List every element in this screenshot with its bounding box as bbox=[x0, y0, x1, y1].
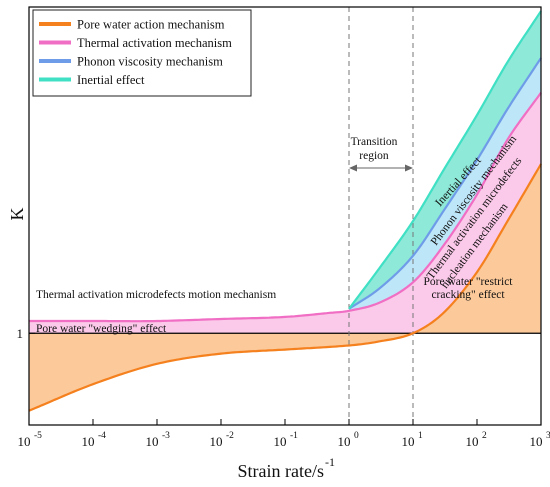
legend-label: Inertial effect bbox=[77, 73, 145, 87]
x-tick-label: 10 bbox=[530, 434, 543, 449]
series-line-thermal-activation bbox=[29, 91, 542, 323]
legend-label: Phonon viscosity mechanism bbox=[77, 55, 223, 69]
x-tick-label-exponent: 3 bbox=[546, 431, 550, 441]
x-tick-label: 10 bbox=[18, 434, 31, 449]
annotation-restrict-cracking-1: Pore water "restrict bbox=[424, 276, 514, 288]
x-tick-label: 10 bbox=[402, 434, 415, 449]
x-axis-title: Strain rate/s bbox=[238, 461, 324, 481]
x-tick-label-exponent: 2 bbox=[482, 431, 487, 441]
y-axis-title: K bbox=[7, 208, 27, 221]
legend-items: Pore water action mechanism Thermal activ… bbox=[39, 18, 232, 87]
series-line-inertial-effect bbox=[348, 10, 542, 310]
transition-arrow-head-right bbox=[405, 164, 413, 172]
annotation-thermal-motion: Thermal activation microdefects motion m… bbox=[36, 289, 276, 301]
series-line-phonon-viscosity bbox=[348, 57, 542, 310]
pore-water-region-fill bbox=[29, 164, 541, 411]
transition-region-label-2: region bbox=[359, 150, 389, 162]
x-tick-label: 10 bbox=[338, 434, 351, 449]
x-tick-label: 10 bbox=[146, 434, 159, 449]
y-axis-ticks: 1 bbox=[17, 326, 35, 341]
x-tick-label: 10 bbox=[210, 434, 223, 449]
x-tick-label-exponent: -1 bbox=[290, 431, 298, 441]
x-axis-ticks: 10 -5 10 -4 10 -3 10 -2 10 -1 10 0 10 1 10 2 10 3 bbox=[18, 419, 550, 449]
x-tick-label-exponent: -2 bbox=[226, 431, 234, 441]
annotation-wedging: Pore water "wedging" effect bbox=[36, 323, 167, 335]
legend-label: Pore water action mechanism bbox=[77, 18, 225, 32]
x-tick-label: 10 bbox=[466, 434, 479, 449]
y-tick-label: 1 bbox=[17, 326, 24, 341]
x-tick-label: 10 bbox=[82, 434, 95, 449]
x-tick-label-exponent: 1 bbox=[418, 431, 423, 441]
x-tick-label-exponent: -4 bbox=[98, 431, 106, 441]
legend-label: Thermal activation mechanism bbox=[77, 36, 232, 50]
x-tick-label-exponent: -5 bbox=[34, 431, 42, 441]
x-tick-label-exponent: -3 bbox=[162, 431, 170, 441]
x-tick-label: 10 bbox=[274, 434, 287, 449]
transition-region-label-1: Transition bbox=[351, 136, 398, 148]
annotation-restrict-cracking-2: cracking" effect bbox=[431, 289, 505, 301]
transition-arrow-head-left bbox=[349, 164, 357, 172]
x-axis-title-superscript: -1 bbox=[325, 455, 335, 469]
x-tick-label-exponent: 0 bbox=[354, 431, 359, 441]
series-line-pore-water bbox=[28, 163, 542, 412]
legend: Pore water action mechanism Thermal activ… bbox=[32, 9, 252, 97]
